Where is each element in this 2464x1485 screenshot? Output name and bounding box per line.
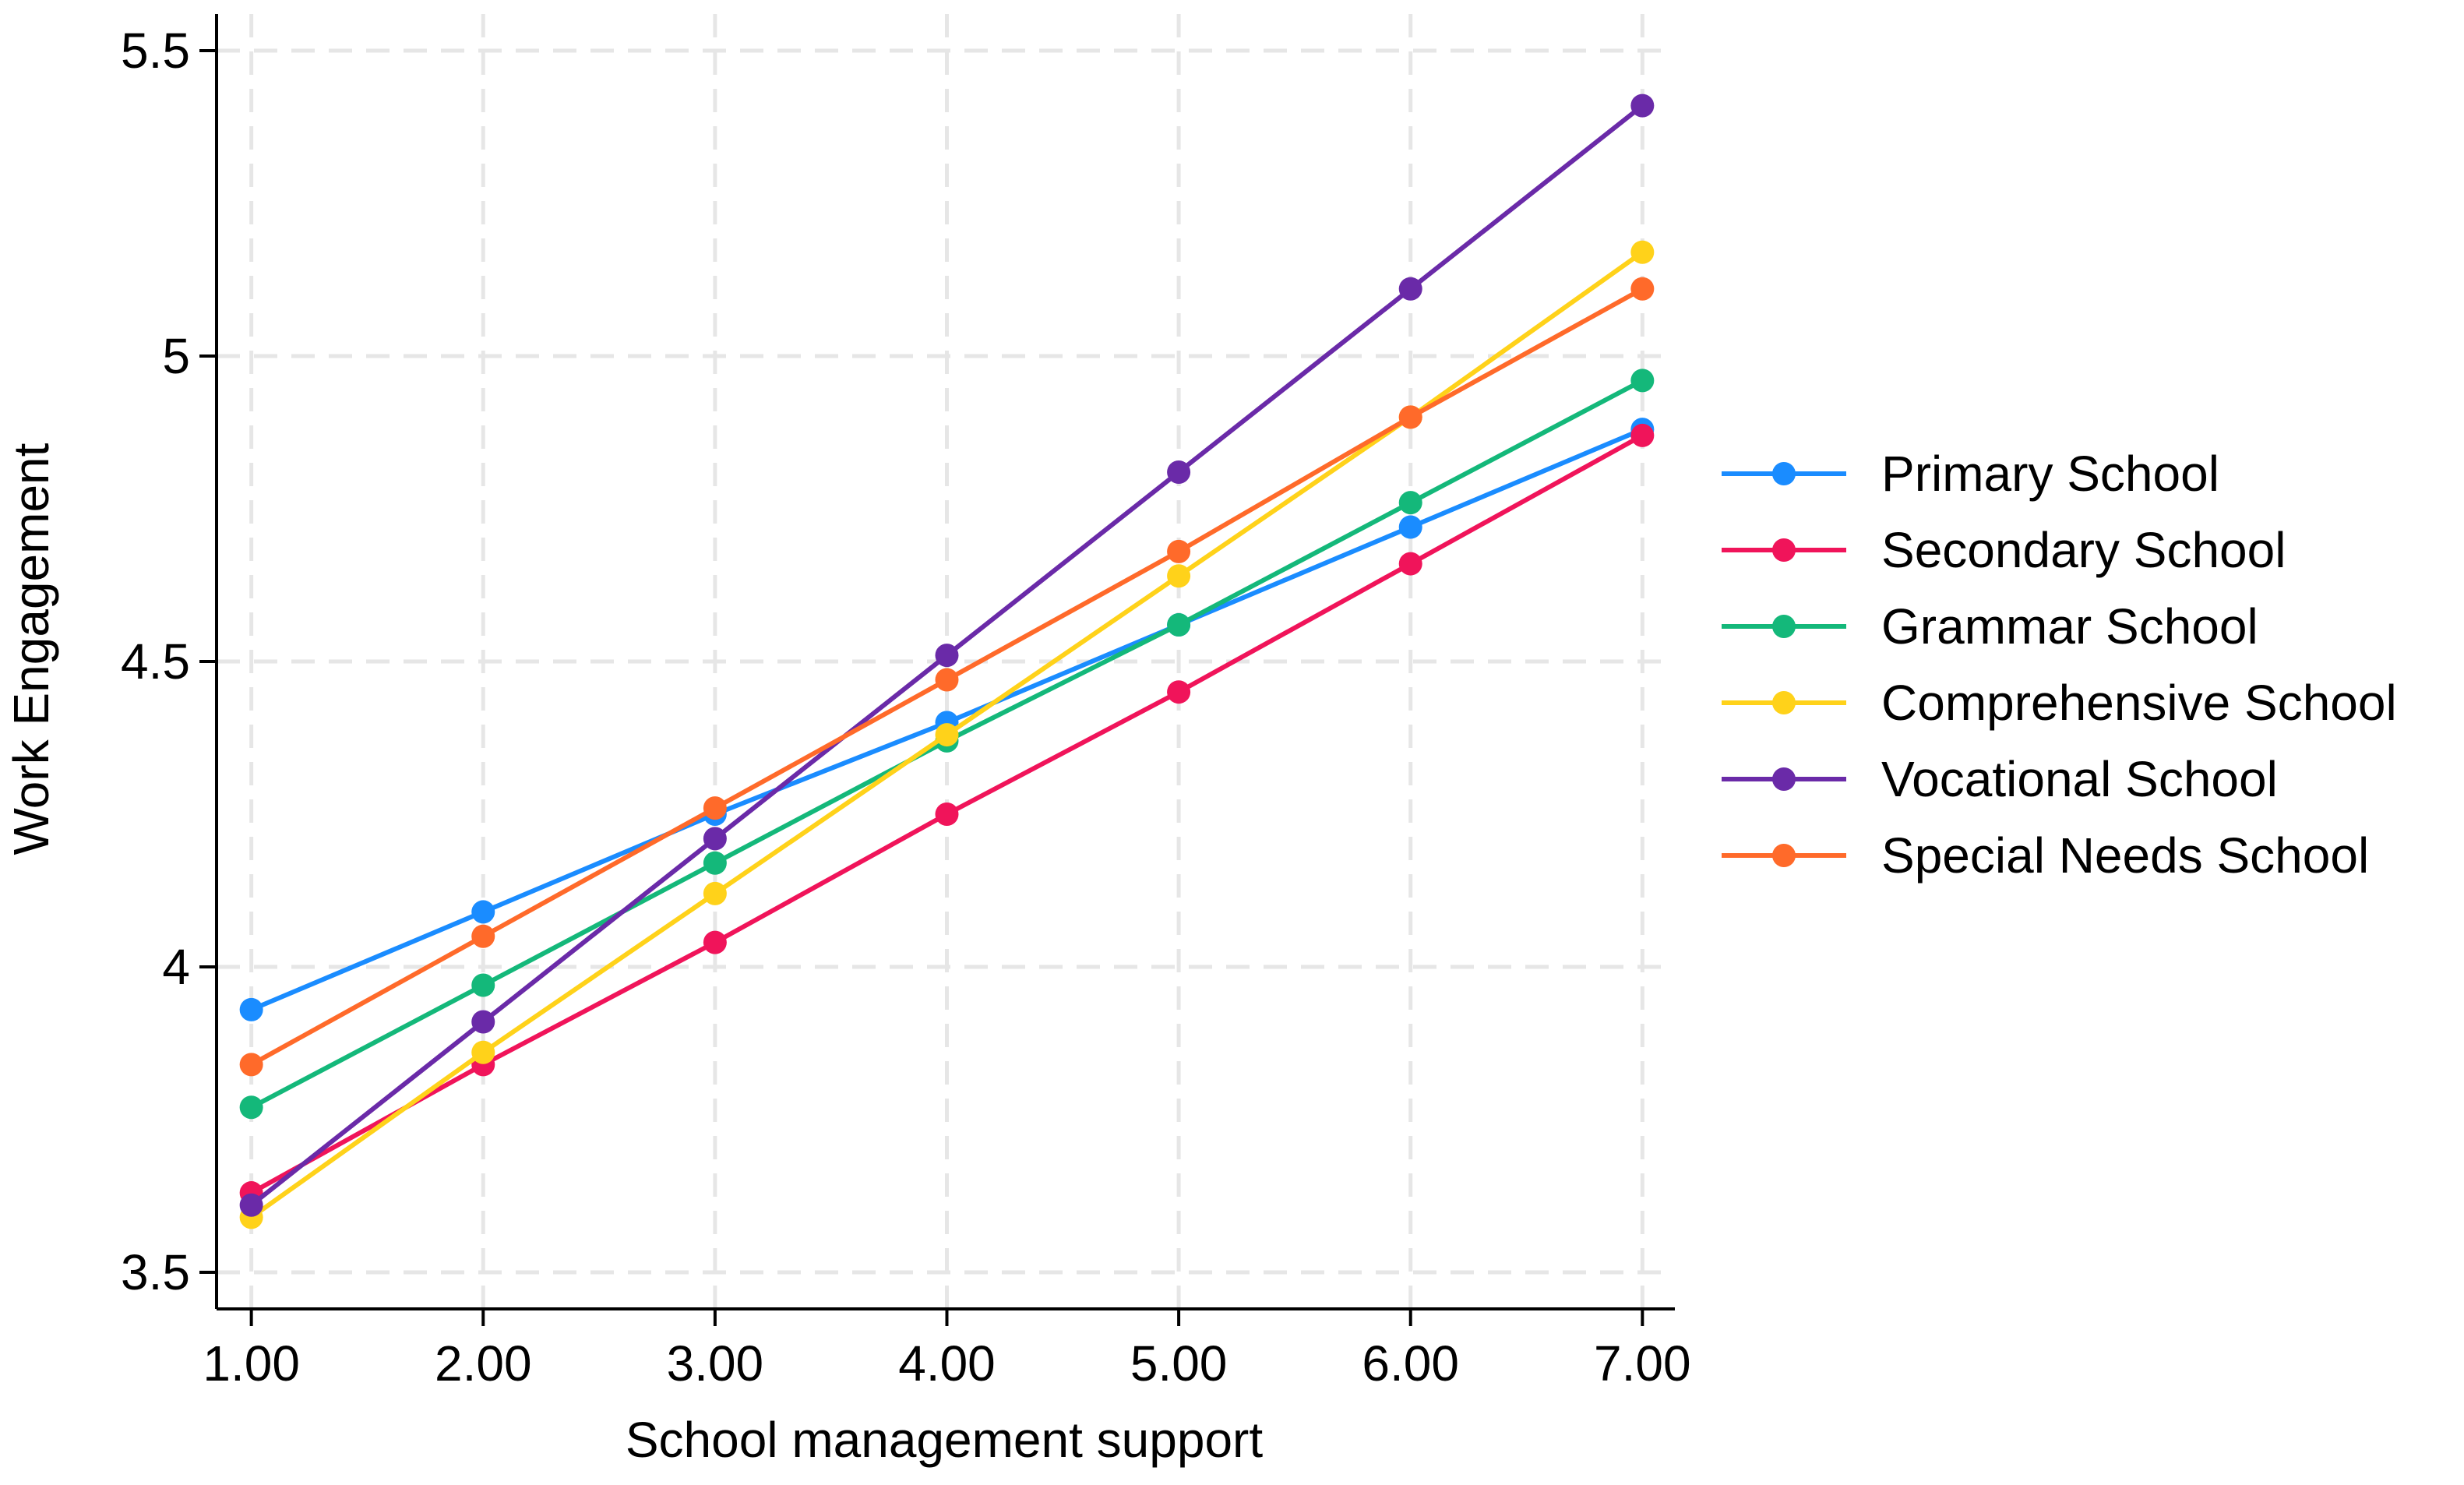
tick-labels: 1.00 2.00 3.00 4.00 5.00 6.00 7.00 3.5 4 4.5 5 5.5 [121,23,1691,1392]
legend-label: Vocational School [1881,751,2278,807]
data-point [1167,539,1191,563]
data-point [1398,552,1422,576]
data-point [935,644,959,668]
legend-marker [1772,767,1796,791]
data-point [471,1010,495,1034]
legend-marker [1772,691,1796,714]
legend-item: Secondary School [1722,522,2286,578]
axes [199,14,1675,1326]
x-tick-label: 5.00 [1130,1335,1228,1392]
data-point [703,796,727,820]
legend-item: Grammar School [1722,598,2258,654]
data-point [1398,515,1422,539]
data-point [1630,369,1655,393]
x-tick-label: 2.00 [435,1335,532,1392]
data-point [1167,680,1191,704]
data-point [935,802,959,826]
data-point [703,851,727,875]
x-tick-label: 6.00 [1362,1335,1459,1392]
x-tick-label: 7.00 [1594,1335,1691,1392]
data-point [239,1095,263,1120]
data-point [703,930,727,954]
x-tick-label: 1.00 [203,1335,300,1392]
data-point [239,1053,263,1077]
data-point [1398,277,1422,301]
legend-marker [1772,844,1796,867]
y-tick-label: 5.5 [121,23,190,79]
legend-item: Comprehensive School [1722,675,2397,731]
y-axis-label: Work Engagement [3,443,59,855]
data-point [703,827,727,851]
legend-label: Secondary School [1881,522,2286,578]
data-point [471,1040,495,1064]
data-point [471,924,495,948]
series-lines [239,93,1655,1229]
series-secondary-school [239,423,1655,1205]
y-tick-label: 4.5 [121,633,190,690]
data-point [1167,612,1191,637]
legend: Primary School Secondary School Grammar Sc… [1722,446,2397,884]
data-point [1630,93,1655,118]
y-tick-label: 3.5 [121,1244,190,1300]
legend-label: Comprehensive School [1881,675,2397,731]
data-point [1167,460,1191,484]
data-point [1398,491,1422,515]
series-special-needs-school [239,277,1655,1077]
x-axis-label: School management support [626,1412,1264,1468]
data-point [471,900,495,924]
data-point [1630,277,1655,301]
data-point [1630,423,1655,447]
data-point [935,723,959,747]
data-point [1398,405,1422,429]
legend-label: Grammar School [1881,598,2258,654]
legend-item: Special Needs School [1722,827,2369,884]
legend-marker [1772,615,1796,638]
legend-label: Special Needs School [1881,827,2369,884]
data-point [935,668,959,692]
data-point [703,881,727,905]
y-tick-label: 5 [162,328,190,384]
legend-item: Vocational School [1722,751,2278,807]
legend-marker [1772,538,1796,562]
series-vocational-school [239,93,1655,1217]
legend-marker [1772,462,1796,485]
data-point [239,1193,263,1217]
x-tick-label: 4.00 [898,1335,996,1392]
data-point [1167,564,1191,588]
legend-item: Primary School [1722,446,2219,502]
legend-label: Primary School [1881,446,2219,502]
y-tick-label: 4 [162,939,190,995]
x-tick-label: 3.00 [667,1335,764,1392]
data-point [239,997,263,1021]
data-point [1630,240,1655,264]
data-point [471,973,495,997]
